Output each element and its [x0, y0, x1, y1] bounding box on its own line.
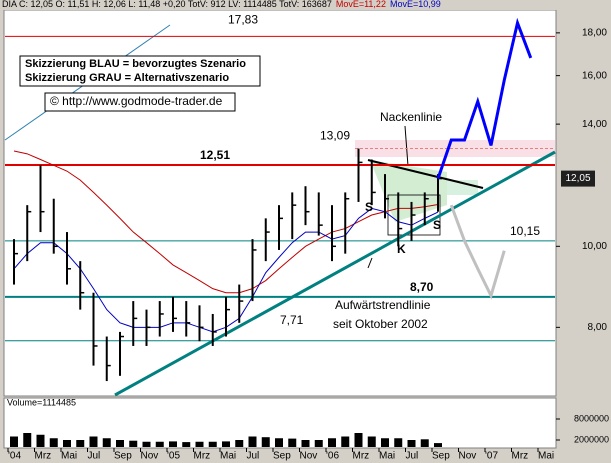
volume-bar [235, 440, 244, 447]
volume-bar [354, 433, 363, 447]
price-label: 12,05 [565, 173, 590, 184]
annotation: K [397, 242, 406, 256]
scenario-path [449, 204, 506, 300]
volume-bar [420, 439, 429, 447]
moving-average [13, 150, 439, 294]
x-tick-label: Mai [379, 451, 395, 462]
volume-tick-label: 2000000 [574, 434, 609, 444]
volume-bar [434, 443, 442, 447]
x-tick-label: Mrz [194, 451, 211, 462]
x-tick-label: Mai [61, 451, 77, 462]
volume-bar [169, 441, 177, 447]
y-tick-label: 18,00 [582, 28, 607, 39]
trend-pointer [367, 257, 373, 269]
volume-bar [367, 436, 376, 447]
annotation: S [365, 200, 373, 214]
x-tick-label: Mai [538, 451, 554, 462]
x-tick-label: Mrz [512, 451, 529, 462]
volume-bar [116, 440, 124, 447]
volume-bar [195, 441, 204, 447]
level-label: 12,51 [200, 148, 230, 162]
level-label: 17,83 [228, 12, 258, 26]
scenario-path [436, 17, 533, 180]
scenario-label: Skizzierung GRAU = Alternativszenario [25, 72, 229, 84]
x-tick-label: Mrz [353, 451, 370, 462]
y-tick-label: 10,00 [582, 241, 607, 252]
volume-bar [394, 438, 403, 447]
volume-bar [155, 441, 164, 447]
header-bar [0, 0, 611, 10]
x-tick-label: '06 [326, 451, 339, 462]
x-tick-label: Nov [459, 451, 477, 462]
x-tick-label: Jul [247, 451, 260, 462]
x-tick-label: Mai [220, 451, 236, 462]
uptrend-line [114, 150, 556, 397]
legend-entry: MovE=11,22 [336, 0, 386, 9]
volume-bar [314, 440, 323, 447]
annotation: Nackenlinie [380, 110, 442, 124]
volume-bar [63, 440, 71, 447]
y-tick-label: 16,00 [582, 70, 607, 81]
volume-bar [222, 441, 230, 447]
scenario-label: Skizzierung BLAU = bevorzugtes Szenario [25, 58, 246, 70]
volume-bar [301, 440, 310, 447]
x-tick-label: '07 [485, 451, 498, 462]
annotation: © http://www.godmode-trader.de [50, 94, 223, 108]
volume-bar [328, 438, 336, 447]
volume-bar [288, 438, 297, 447]
volume-bar [49, 438, 58, 447]
x-tick-label: Nov [141, 451, 159, 462]
x-tick-label: Mrz [35, 451, 52, 462]
volume-bar [36, 434, 45, 447]
copyright-box [44, 92, 236, 112]
volume-bar [261, 437, 270, 447]
volume-bar [275, 438, 283, 447]
level-label: 7,71 [280, 313, 304, 327]
volume-bar [182, 442, 191, 447]
volume-bar [23, 433, 32, 447]
volume-bar [341, 436, 350, 447]
y-tick-label: 14,00 [582, 119, 607, 130]
level-label: 13,09 [320, 129, 350, 143]
volume-bar [208, 441, 217, 447]
price-box [561, 170, 595, 187]
level-label: 10,15 [510, 224, 540, 238]
volume-bar [407, 440, 416, 447]
x-tick-label: '04 [8, 451, 21, 462]
header-quote: DIA C: 12,05 O: 11,51 H: 12,06 L: 11,48 … [2, 0, 332, 9]
volume-tick-label: 8000000 [574, 413, 609, 423]
volume-bar [381, 438, 389, 447]
volume-bar [142, 441, 151, 447]
level-label: 8,70 [410, 280, 434, 294]
pennant-zone [447, 180, 478, 195]
annotation: Aufwärtstrendlinie [335, 298, 431, 312]
volume-bar [248, 436, 257, 447]
annotation: S [433, 218, 441, 232]
volume-label: Volume=1114485 [7, 397, 76, 407]
x-tick-label: Nov [300, 451, 318, 462]
x-tick-label: Jul [406, 451, 419, 462]
x-tick-label: Sep [273, 451, 291, 462]
y-tick-label: 8,00 [588, 322, 608, 333]
x-tick-label: Sep [432, 451, 450, 462]
volume-bar [102, 438, 111, 447]
x-tick-label: '05 [167, 451, 180, 462]
volume-bar [129, 440, 138, 447]
neckline-pointer [404, 125, 409, 167]
scenario-box [19, 55, 261, 87]
volume-bar [89, 436, 98, 447]
x-tick-label: Sep [114, 451, 132, 462]
legend-entry: MovE=10,99 [390, 0, 441, 9]
annotation: seit Oktober 2002 [333, 317, 428, 331]
volume-bar [76, 440, 85, 447]
x-tick-label: Jul [88, 451, 101, 462]
volume-bar [10, 436, 18, 447]
header: DIA C: 12,05 O: 11,51 H: 12,06 L: 11,48 … [2, 0, 441, 9]
